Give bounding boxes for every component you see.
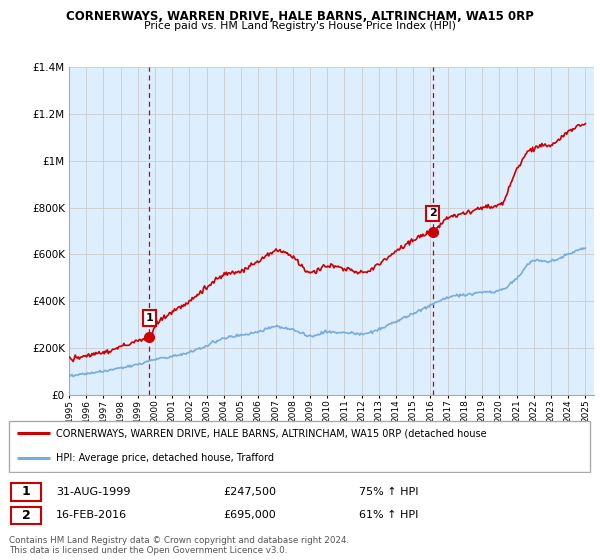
Text: 1: 1: [22, 486, 31, 498]
Text: 2: 2: [429, 208, 437, 218]
Text: This data is licensed under the Open Government Licence v3.0.: This data is licensed under the Open Gov…: [9, 546, 287, 555]
FancyBboxPatch shape: [11, 507, 41, 524]
Text: 75% ↑ HPI: 75% ↑ HPI: [359, 487, 418, 497]
Text: CORNERWAYS, WARREN DRIVE, HALE BARNS, ALTRINCHAM, WA15 0RP: CORNERWAYS, WARREN DRIVE, HALE BARNS, AL…: [66, 10, 534, 22]
Text: Price paid vs. HM Land Registry's House Price Index (HPI): Price paid vs. HM Land Registry's House …: [144, 21, 456, 31]
Text: 16-FEB-2016: 16-FEB-2016: [56, 510, 127, 520]
Text: £247,500: £247,500: [224, 487, 277, 497]
Text: 61% ↑ HPI: 61% ↑ HPI: [359, 510, 418, 520]
FancyBboxPatch shape: [11, 483, 41, 501]
Text: 31-AUG-1999: 31-AUG-1999: [56, 487, 130, 497]
Text: 1: 1: [146, 313, 153, 323]
Text: 2: 2: [22, 509, 31, 522]
Text: CORNERWAYS, WARREN DRIVE, HALE BARNS, ALTRINCHAM, WA15 0RP (detached house: CORNERWAYS, WARREN DRIVE, HALE BARNS, AL…: [56, 428, 487, 438]
Text: HPI: Average price, detached house, Trafford: HPI: Average price, detached house, Traf…: [56, 453, 274, 463]
Text: Contains HM Land Registry data © Crown copyright and database right 2024.: Contains HM Land Registry data © Crown c…: [9, 536, 349, 545]
Text: £695,000: £695,000: [224, 510, 277, 520]
